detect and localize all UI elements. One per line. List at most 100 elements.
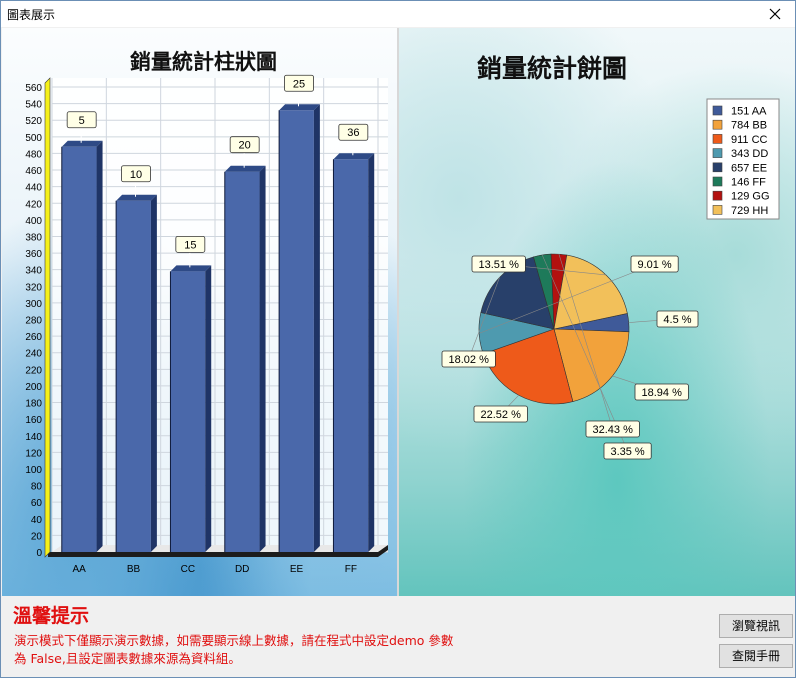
legend-label: 657 EE [731,162,767,174]
bar-side [313,104,320,552]
data-label: 25 [293,78,305,90]
bar-top [116,194,157,201]
y-tick-label: 560 [25,83,42,94]
legend-label: 729 HH [731,205,768,217]
y-tick-label: 60 [31,498,43,509]
pie-percent-label: 3.35 % [610,446,644,458]
bar-chart-panel: 銷量統計柱狀圖 0 20 40 60 80 100 120 140 160 180 200 220 24… [2,28,397,596]
chart-floor-edge [48,545,388,557]
x-tick-label: BB [127,564,141,575]
panel-divider [397,28,399,596]
legend-swatch [712,134,723,144]
pie-chart-panel: 銷量統計餅圖 4.5 % 18.94 % 22.52 % 9.01 % 18.02 % 3… [399,28,795,596]
y-tick-label: 400 [25,216,42,227]
legend-swatch [712,119,723,130]
bar [224,171,260,553]
y-tick-label: 280 [25,316,42,327]
data-label-box [175,235,206,253]
pie-percent-label: 32.43 % [593,424,634,436]
bar-top [224,165,266,172]
bar [61,146,97,552]
y-tick-label: 420 [25,199,42,210]
pie-percent-label: 18.02 % [449,354,490,366]
legend-swatch [712,148,723,158]
y-tick-label: 240 [25,349,42,360]
y-tick-label: 40 [31,515,43,526]
bar-chart: 0 20 40 60 80 100 120 140 160 180 200 220 240 260 280 3… [25,74,388,575]
y-tick-label: 20 [31,531,43,542]
legend-swatch [712,205,723,215]
pie-label-leader [558,254,613,430]
y-axis-wall [44,77,51,558]
pie-label-box [656,310,699,328]
view-manual-button[interactable]: 查閱手冊 [719,644,793,668]
y-tick-label: 340 [25,266,42,277]
pie-label-box [471,255,526,273]
y-tick-label: 260 [25,332,42,343]
footer: 溫馨提示 演示模式下僅顯示演示數據，如需要顯示線上數據，請在程式中設定demo … [1,597,795,677]
data-label: 5 [79,115,85,127]
data-label-box [121,165,151,183]
legend-label: 784 BB [731,120,767,132]
pie-label-leader [541,254,628,452]
y-tick-label: 540 [25,100,42,111]
title-bar: 圖表展示 [1,1,795,27]
pie-percent-label: 13.51 % [479,259,520,271]
y-tick-label: 80 [31,482,43,493]
pie-label-leader [479,263,655,334]
close-icon [769,8,781,20]
bar-top [170,265,212,272]
browse-video-button[interactable]: 瀏覽視訊 [719,614,793,638]
legend-label: 146 FF [731,177,766,189]
pie-label-box [473,405,528,423]
warning-text-line1: 演示模式下僅顯示演示數據，如需要顯示線上數據，請在程式中設定demo 參數 [14,633,454,648]
y-tick-label: 440 [25,183,42,194]
bar-side [205,265,212,552]
legend-label: 343 DD [731,148,768,160]
pie-label-box [441,350,496,368]
y-tick-label: 160 [25,415,42,426]
y-tick-label: 140 [25,432,42,443]
plot-area [52,78,388,552]
x-tick-label: CC [181,564,195,575]
y-tick-label: 320 [25,282,42,293]
y-tick-label: 500 [25,133,42,144]
y-tick-label: 120 [25,448,42,459]
warning-text-line2: 為 False,且設定圖表數據來源為資料組。 [14,651,241,666]
y-tick-label: 100 [25,465,42,476]
bar-side [368,153,375,552]
y-tick-label: 360 [25,249,42,260]
bar-side [150,194,157,553]
data-label: 20 [239,140,251,152]
pie-label-box [585,420,640,438]
pie-percent-label: 18.94 % [642,387,683,399]
legend-label: 911 CC [731,134,768,146]
bar-side [259,165,266,553]
x-tick-label: EE [290,564,304,575]
bar-top [333,153,375,160]
y-tick-label: 520 [25,116,42,127]
bar-side [96,140,103,552]
legend-label: 151 AA [731,106,767,118]
pie-percent-label: 9.01 % [637,259,671,271]
data-label-box [338,123,369,141]
data-label-box [66,111,97,129]
pie-label-leader [468,277,500,360]
pie-percent-label: 22.52 % [481,409,522,421]
pie-chart: 4.5 % 18.94 % 22.52 % 9.01 % 18.02 % 3.35 % 32… [441,98,780,460]
y-tick-label: 480 [25,149,42,160]
y-tick-label: 180 [25,399,42,410]
pie-percent-label: 4.5 % [663,314,691,326]
y-tick-label: 0 [36,548,42,559]
y-tick-label: 220 [25,365,42,376]
data-label: 10 [130,169,142,181]
bar-top [279,104,320,111]
legend-swatch [712,176,723,187]
data-label-box [229,136,260,154]
data-label: 36 [347,127,359,139]
bar-top [61,140,103,147]
close-button[interactable] [755,1,795,27]
data-label: 15 [184,239,196,251]
x-tick-label: AA [72,564,86,575]
